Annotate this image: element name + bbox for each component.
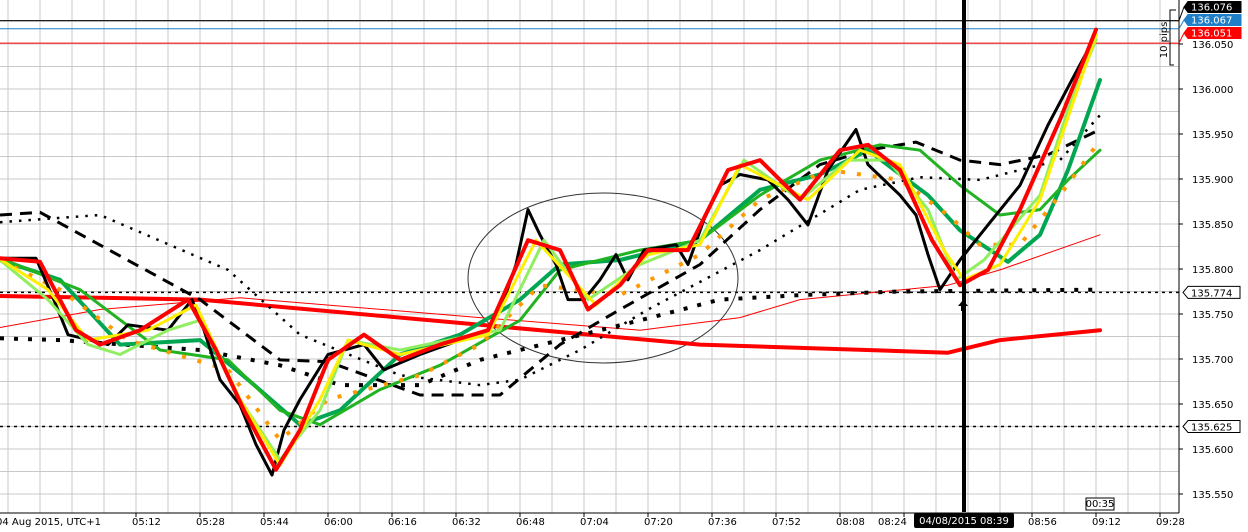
crosshair-time-label: 04/08/2015 08:39 xyxy=(914,513,1014,528)
x-axis-background xyxy=(0,513,1179,528)
ellipse-annotation[interactable] xyxy=(467,192,739,364)
series-line-2 xyxy=(0,287,1101,388)
y-tick-label: 135.550 xyxy=(1192,490,1233,501)
x-tick-label: 05:28 xyxy=(196,517,225,528)
grid xyxy=(0,0,1179,517)
series-line-3 xyxy=(0,128,1101,397)
price-tag-leader xyxy=(1178,19,1185,29)
price-tag-leader xyxy=(1178,6,1185,21)
price-tag-label: 136.067 xyxy=(1191,16,1232,27)
y-tick-label: 135.700 xyxy=(1192,355,1233,366)
x-tick-label: 08:24 xyxy=(878,517,907,528)
x-tick-label: 06:32 xyxy=(452,517,481,528)
y-axis: 135.550 135.600 135.650 135.700 135.750 135.8… xyxy=(1178,1,1242,501)
level-price-tag xyxy=(1182,285,1241,299)
y-tick-label: 135.800 xyxy=(1192,265,1233,276)
x-tick-label: 06:48 xyxy=(516,517,545,528)
series-line-11 xyxy=(0,27,1098,472)
series-layer xyxy=(0,27,1102,477)
x-tick-label: 05:12 xyxy=(132,517,161,528)
price-tag-label: 136.076 xyxy=(1191,3,1232,14)
series-line-7 xyxy=(0,139,1102,442)
y-tick-label: 135.600 xyxy=(1192,445,1233,456)
ruler-label: 10 pips xyxy=(1159,22,1170,59)
y-tick-label: 135.750 xyxy=(1192,310,1233,321)
pips-ruler[interactable]: 10 pips xyxy=(1159,9,1176,66)
series-line-10 xyxy=(0,33,1098,467)
x-tick-label: 08:08 xyxy=(836,517,865,528)
price-tag-label: 136.051 xyxy=(1191,29,1232,40)
level-price-tag xyxy=(1182,420,1241,433)
x-tick-label: 05:44 xyxy=(260,517,289,528)
level-price-label: 135.625 xyxy=(1191,423,1232,434)
y-tick-label: 135.850 xyxy=(1192,220,1233,231)
series-line-6 xyxy=(0,143,1102,427)
x-tick-label: 08:56 xyxy=(1028,517,1057,528)
y-tick-label: 135.900 xyxy=(1192,175,1233,186)
series-line-8 xyxy=(0,33,1098,477)
x-tick-label: 07:04 xyxy=(580,517,609,528)
bar-timer: 00:35 xyxy=(1085,497,1115,511)
level-price-label: 135.774 xyxy=(1191,288,1232,299)
x-tick-label: 06:16 xyxy=(388,517,417,528)
series-line-4 xyxy=(0,114,1101,387)
x-tick-label: 07:20 xyxy=(644,517,673,528)
x-tick-label: 06:00 xyxy=(324,517,353,528)
price-tag xyxy=(1183,14,1242,26)
price-tag xyxy=(1183,1,1242,13)
date-label: 04 Aug 2015, UTC+1 xyxy=(0,517,101,528)
price-tag xyxy=(1183,27,1242,39)
crosshair-time-text: 04/08/2015 08:39 xyxy=(919,516,1009,527)
arrow-up-icon xyxy=(958,300,968,311)
y-tick-label: 136.050 xyxy=(1192,40,1233,51)
x-tick-label: 07:36 xyxy=(708,517,737,528)
y-tick-label: 135.950 xyxy=(1192,130,1233,141)
y-tick-label: 136.000 xyxy=(1192,85,1233,96)
bar-timer-label: 00:35 xyxy=(1086,499,1115,510)
x-tick-label: 07:52 xyxy=(772,517,801,528)
price-tag-leader xyxy=(1178,32,1185,44)
y-tick-label: 135.650 xyxy=(1192,400,1233,411)
x-axis: 04 Aug 2015, UTC+1 05:12 05:28 05:44 06:00 06… xyxy=(0,513,1185,528)
x-tick-label: 09:12 xyxy=(1092,517,1121,528)
x-tick-label: 09:28 xyxy=(1156,517,1185,528)
axis-background xyxy=(1179,0,1248,528)
